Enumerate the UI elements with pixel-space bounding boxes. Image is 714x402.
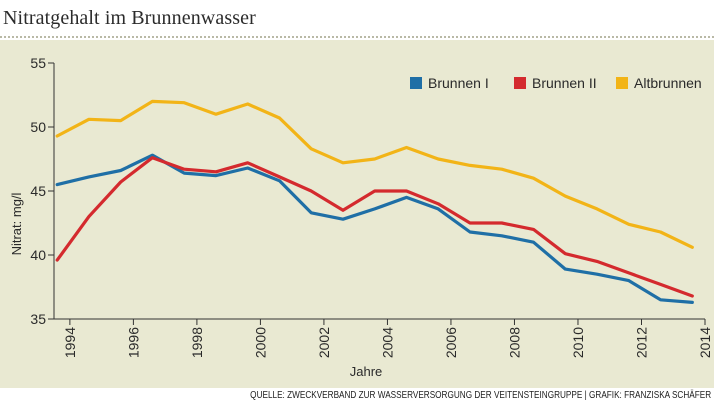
legend-label: Altbrunnen — [634, 75, 702, 91]
title-bar: Nitratgehalt im Brunnenwasser — [0, 0, 714, 36]
x-tick-label: 1996 — [125, 327, 141, 358]
chart-axes: 35 40 45 50 55 1994 1996 1998 2000 2002 2004 2006 20… — [30, 55, 713, 358]
x-tick-label: 1998 — [189, 327, 205, 358]
title-divider — [0, 36, 714, 38]
x-tick-label: 2008 — [506, 327, 522, 358]
x-tick-label: 1994 — [62, 327, 78, 358]
x-tick-label: 2010 — [570, 327, 586, 358]
y-tick-label: 55 — [30, 55, 46, 71]
chart-legend: Brunnen I Brunnen II Altbrunnen — [410, 75, 702, 91]
series-line-altbrunnen — [55, 99, 694, 249]
series-line-brunnen-i — [55, 153, 694, 304]
y-axis-label: Nitrat: mg/l — [9, 192, 24, 255]
legend-label: Brunnen I — [428, 75, 489, 91]
x-tick-label: 2014 — [697, 327, 713, 358]
y-tick-label: 50 — [30, 119, 46, 135]
x-tick-label: 2002 — [316, 327, 332, 358]
source-credit: QUELLE: ZWECKVERBAND ZUR WASSERVERSORGUN… — [250, 390, 711, 401]
legend-swatch — [616, 77, 628, 89]
x-axis-label: Jahre — [350, 364, 383, 379]
y-tick-label: 40 — [30, 247, 46, 263]
x-tick-label: 2006 — [443, 327, 459, 358]
x-tick-label: 2012 — [633, 327, 649, 358]
series-line-brunnen-ii — [55, 156, 694, 298]
x-tick-label: 2000 — [252, 327, 268, 358]
legend-swatch — [410, 77, 422, 89]
y-tick-label: 45 — [30, 183, 46, 199]
legend-swatch — [514, 77, 526, 89]
chart-series — [55, 99, 694, 304]
line-chart: 35 40 45 50 55 1994 1996 1998 2000 2002 2004 2006 20… — [9, 55, 713, 379]
x-tick-label: 2004 — [379, 327, 395, 358]
y-tick-label: 35 — [30, 311, 46, 327]
page-title: Nitratgehalt im Brunnenwasser — [3, 7, 256, 29]
legend-label: Brunnen II — [532, 75, 597, 91]
